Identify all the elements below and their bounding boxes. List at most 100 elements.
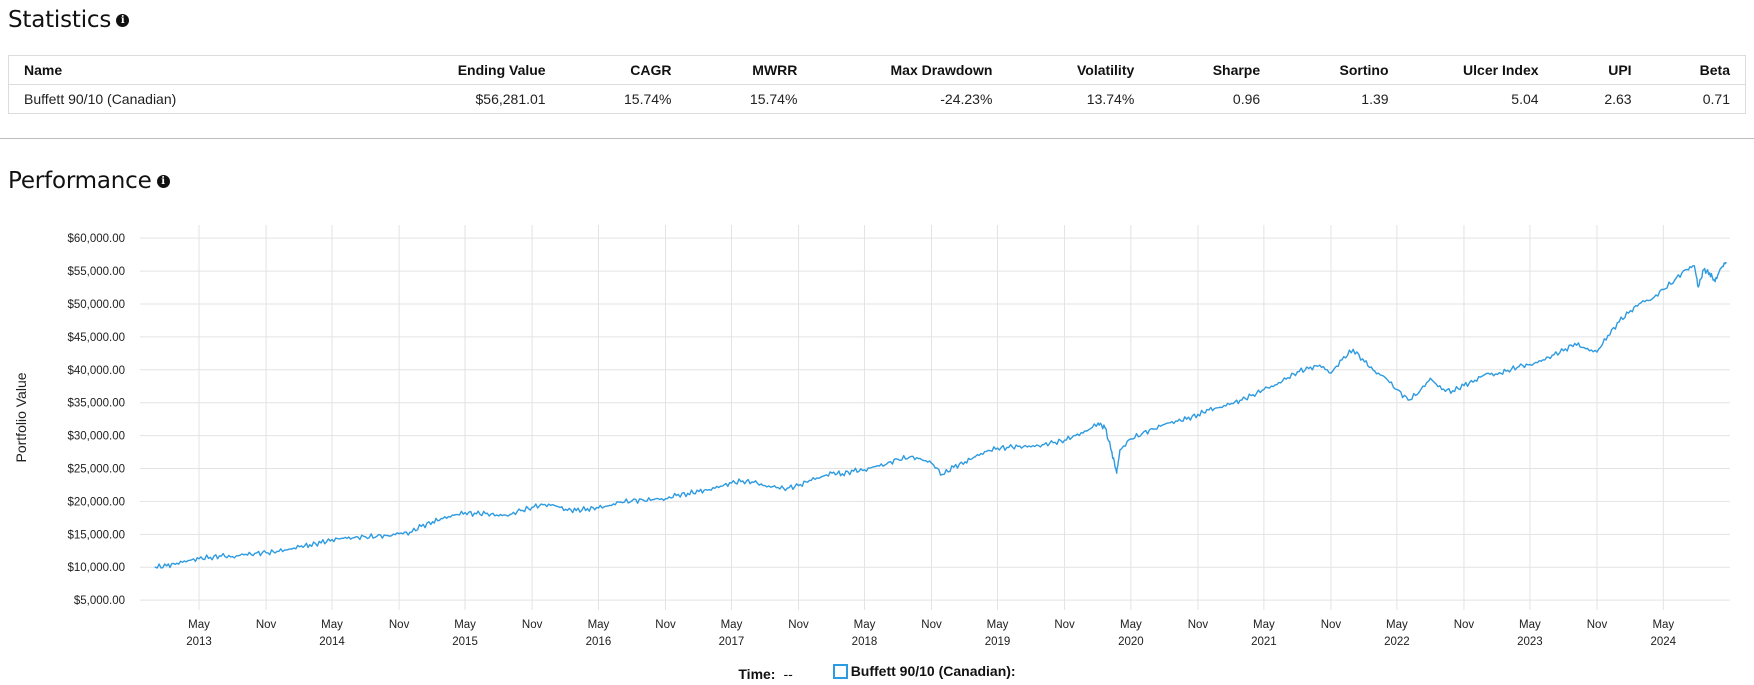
y-tick-label: $55,000.00 <box>67 266 125 278</box>
data-point <box>886 463 888 465</box>
data-point <box>753 481 755 483</box>
data-point <box>1418 391 1420 393</box>
data-point <box>464 511 466 514</box>
data-point <box>698 490 700 493</box>
data-point <box>1574 342 1576 345</box>
y-tick-label: $5,000.00 <box>74 595 125 607</box>
column-header-volatility[interactable]: Volatility <box>1007 55 1150 85</box>
data-point <box>276 550 278 553</box>
data-point <box>974 456 976 458</box>
data-point <box>1463 384 1465 387</box>
x-tick-year-label: 2022 <box>1384 636 1410 648</box>
data-point <box>1185 418 1188 420</box>
data-point <box>1551 354 1553 356</box>
column-header-upi[interactable]: UPI <box>1553 55 1647 85</box>
x-tick-label: May <box>854 619 876 631</box>
data-point <box>209 556 211 559</box>
data-point <box>475 513 478 515</box>
x-tick-label: May <box>1519 619 1541 631</box>
cell-name: Buffett 90/10 (Canadian) <box>24 91 177 107</box>
data-point <box>687 492 689 495</box>
column-header-mwrr[interactable]: MWRR <box>686 55 813 85</box>
data-point <box>1363 361 1366 363</box>
x-tick-label: Nov <box>655 619 676 631</box>
x-tick-year-label: 2013 <box>186 636 212 648</box>
data-point <box>1662 288 1665 291</box>
data-point <box>1693 265 1696 267</box>
column-header-ulcer-index[interactable]: Ulcer Index <box>1403 55 1554 85</box>
table-row: Buffett 90/10 (Canadian) $56,281.01 15.7… <box>9 85 1746 114</box>
table-header-row: Name Ending Value CAGR MWRR Max Drawdown… <box>8 55 1746 85</box>
data-point <box>342 537 345 539</box>
data-point <box>797 484 800 487</box>
data-point <box>831 472 833 474</box>
data-point <box>1629 309 1632 312</box>
data-point <box>486 512 488 514</box>
data-point <box>1684 269 1687 271</box>
column-header-cagr[interactable]: CAGR <box>560 55 687 85</box>
data-point <box>243 554 245 556</box>
data-point <box>287 548 289 551</box>
data-point <box>1540 360 1542 362</box>
data-point <box>1285 378 1287 380</box>
info-icon[interactable]: i <box>156 174 170 188</box>
data-point <box>1104 427 1106 429</box>
x-tick-label: May <box>188 619 210 631</box>
legend-series-label: Buffett 90/10 (Canadian): <box>850 663 1016 679</box>
data-point <box>1585 348 1587 350</box>
y-tick-label: $45,000.00 <box>67 332 125 344</box>
data-point <box>553 504 556 507</box>
data-point <box>387 534 389 537</box>
data-point <box>1119 449 1121 451</box>
column-header-sortino[interactable]: Sortino <box>1275 55 1404 85</box>
y-tick-label: $15,000.00 <box>67 529 125 541</box>
data-point <box>820 476 822 478</box>
x-tick-label: Nov <box>1188 619 1209 631</box>
info-icon[interactable]: i <box>116 13 130 27</box>
data-point <box>442 517 444 520</box>
data-point <box>1030 446 1032 448</box>
column-header-sharpe[interactable]: Sharpe <box>1149 55 1276 85</box>
x-tick-label: May <box>588 619 610 631</box>
data-point <box>1163 423 1166 426</box>
data-point <box>364 536 367 538</box>
data-point <box>786 487 788 489</box>
data-point <box>1385 377 1387 379</box>
cell-mwrr: 15.74% <box>749 91 798 107</box>
data-point <box>852 470 855 472</box>
data-point <box>1175 420 1177 422</box>
column-header-max-drawdown[interactable]: Max Drawdown <box>812 55 1008 85</box>
data-point <box>165 565 168 567</box>
data-point <box>1130 438 1132 440</box>
statistics-title-text: Statistics <box>8 7 112 33</box>
data-point <box>509 513 511 516</box>
cell-max-drawdown: -24.23% <box>940 91 993 107</box>
data-point <box>730 482 733 484</box>
data-point <box>1429 377 1432 379</box>
x-tick-label: May <box>1652 619 1674 631</box>
data-point <box>653 498 655 501</box>
column-header-name[interactable]: Name <box>8 55 369 85</box>
data-point <box>1208 409 1210 411</box>
y-tick-label: $60,000.00 <box>67 233 125 245</box>
data-point <box>841 473 843 475</box>
data-point <box>575 509 577 512</box>
x-tick-year-label: 2015 <box>452 636 478 648</box>
data-point <box>1230 402 1233 405</box>
legend-series[interactable]: Buffett 90/10 (Canadian): <box>832 663 1016 679</box>
data-point <box>985 450 988 453</box>
column-header-ending-value[interactable]: Ending Value <box>369 55 561 85</box>
data-point <box>1252 394 1254 396</box>
column-header-beta[interactable]: Beta <box>1646 55 1746 85</box>
x-tick-label: May <box>1253 619 1275 631</box>
data-point <box>1097 422 1099 424</box>
y-tick-label: $25,000.00 <box>67 464 125 476</box>
performance-chart[interactable]: $5,000.00 $10,000.00 $15,000.00 $20,000.00 $… <box>0 210 1754 662</box>
legend-time-label: Time: <box>738 665 776 682</box>
data-point <box>1719 267 1722 270</box>
chart-legend: Time: -- Buffett 90/10 (Canadian): <box>0 663 1754 682</box>
data-point <box>1725 261 1727 264</box>
data-point <box>1152 428 1154 430</box>
data-point <box>254 552 256 555</box>
data-point <box>376 535 378 537</box>
